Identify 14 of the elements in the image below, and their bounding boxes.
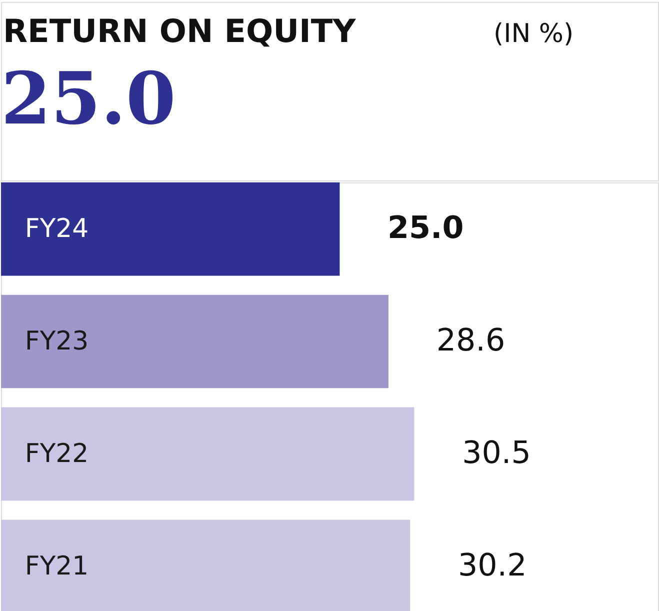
- y-tick-label: FY21: [24, 551, 89, 582]
- data-label: 30.5: [462, 434, 531, 471]
- text: 25.0: [0, 56, 176, 141]
- bar: [0, 182, 340, 276]
- text: (IN %): [494, 18, 574, 49]
- data-label: 25.0: [388, 210, 464, 246]
- data-label: 28.6: [436, 322, 506, 358]
- data-label: 30.2: [458, 547, 527, 584]
- y-tick-label: FY23: [24, 326, 89, 356]
- y-tick-label: FY22: [24, 438, 89, 469]
- y-tick-label: FY24: [24, 214, 89, 244]
- bar: [0, 294, 388, 388]
- chart-title: RETURN ON EQUITY: [2, 12, 357, 50]
- bar: [0, 407, 414, 501]
